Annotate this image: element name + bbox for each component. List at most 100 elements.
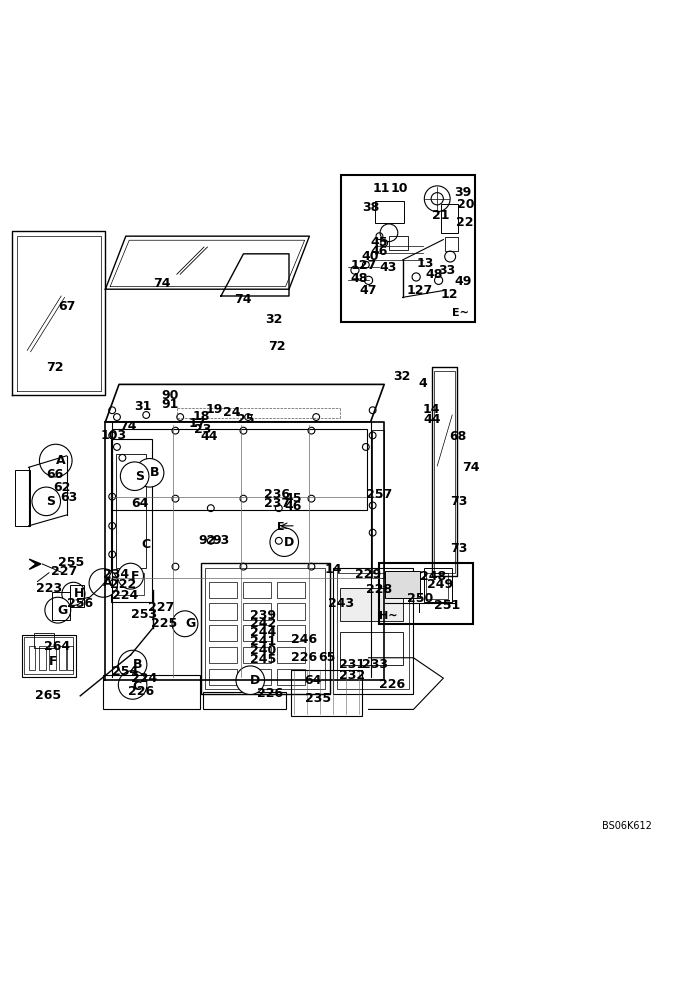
Bar xyxy=(445,237,458,251)
Bar xyxy=(103,675,200,709)
Text: 240: 240 xyxy=(250,644,277,657)
Text: 13: 13 xyxy=(416,257,434,270)
Circle shape xyxy=(270,528,299,556)
Bar xyxy=(209,669,237,685)
Text: 232: 232 xyxy=(339,669,364,682)
Circle shape xyxy=(118,563,143,589)
Text: 72: 72 xyxy=(269,340,286,354)
Text: 11: 11 xyxy=(373,182,390,195)
Text: 256: 256 xyxy=(67,597,92,610)
Circle shape xyxy=(120,462,149,490)
Bar xyxy=(49,646,56,670)
Circle shape xyxy=(118,650,147,679)
Text: B: B xyxy=(133,658,142,671)
Bar xyxy=(116,454,146,568)
Text: 93: 93 xyxy=(212,534,229,547)
Text: 225: 225 xyxy=(151,617,177,630)
Bar xyxy=(340,632,403,665)
Bar xyxy=(111,439,152,602)
Text: 224: 224 xyxy=(131,672,157,685)
Text: 227: 227 xyxy=(148,601,175,614)
Circle shape xyxy=(32,487,61,516)
Bar xyxy=(277,603,305,620)
Text: 236: 236 xyxy=(264,488,290,501)
Bar xyxy=(201,563,330,694)
Text: 250: 250 xyxy=(407,592,433,605)
Bar xyxy=(277,582,305,598)
Text: 255: 255 xyxy=(58,556,84,569)
Text: 248: 248 xyxy=(420,570,446,583)
Text: 23: 23 xyxy=(194,423,211,436)
Text: 64: 64 xyxy=(131,497,149,510)
Bar xyxy=(243,669,271,685)
Circle shape xyxy=(39,444,72,477)
Bar xyxy=(277,625,305,641)
Text: 223: 223 xyxy=(36,582,62,595)
Bar xyxy=(441,204,458,233)
Bar xyxy=(24,637,73,674)
Bar xyxy=(333,568,413,694)
Text: 67: 67 xyxy=(58,300,75,313)
Text: 40: 40 xyxy=(362,250,379,263)
Text: F: F xyxy=(49,655,57,668)
Text: D: D xyxy=(250,674,260,687)
Text: 46: 46 xyxy=(284,500,302,513)
Bar xyxy=(341,175,475,322)
Bar xyxy=(243,625,271,641)
Bar xyxy=(209,582,237,598)
Text: 12: 12 xyxy=(441,288,458,301)
Text: 226: 226 xyxy=(379,678,405,691)
Text: 254: 254 xyxy=(112,665,139,678)
Text: 227: 227 xyxy=(51,565,78,578)
Bar xyxy=(337,573,409,689)
Text: 45: 45 xyxy=(284,492,302,505)
Text: H: H xyxy=(73,587,84,600)
Bar xyxy=(209,603,237,620)
Text: G: G xyxy=(185,617,195,630)
Bar xyxy=(15,470,30,526)
Text: 25: 25 xyxy=(237,413,254,426)
Bar xyxy=(209,647,237,663)
Text: 224: 224 xyxy=(112,589,139,602)
Bar xyxy=(389,236,408,250)
Bar xyxy=(39,646,46,670)
Bar xyxy=(52,592,70,620)
Text: 235: 235 xyxy=(305,692,330,705)
Text: 68: 68 xyxy=(449,430,466,443)
Text: 4: 4 xyxy=(418,377,427,390)
Text: 10: 10 xyxy=(391,182,409,195)
Text: A: A xyxy=(56,454,65,467)
Bar xyxy=(277,669,305,685)
Text: A: A xyxy=(103,576,113,589)
Text: 245: 245 xyxy=(250,653,277,666)
Text: 226: 226 xyxy=(128,685,154,698)
Text: 239: 239 xyxy=(250,609,276,622)
Text: C: C xyxy=(133,680,141,694)
Text: 237: 237 xyxy=(264,497,290,510)
Text: 74: 74 xyxy=(119,420,137,433)
Text: 45: 45 xyxy=(371,236,388,249)
Bar xyxy=(243,582,271,598)
Text: 62: 62 xyxy=(53,481,71,494)
Bar xyxy=(22,635,76,677)
Text: C: C xyxy=(141,538,150,551)
Text: 66: 66 xyxy=(46,468,63,481)
Text: D: D xyxy=(284,536,294,549)
Circle shape xyxy=(236,666,265,694)
Bar xyxy=(70,585,84,607)
Bar xyxy=(372,430,384,578)
Text: 17: 17 xyxy=(189,417,207,430)
Text: 127: 127 xyxy=(407,284,433,297)
Text: 39: 39 xyxy=(454,186,471,199)
Bar xyxy=(243,647,271,663)
Text: 74: 74 xyxy=(153,277,171,290)
Text: 92: 92 xyxy=(199,534,216,547)
Text: 228: 228 xyxy=(366,583,392,596)
Text: 103: 103 xyxy=(101,429,126,442)
Text: 31: 31 xyxy=(135,400,152,413)
Text: BS06K612: BS06K612 xyxy=(602,821,651,831)
Bar xyxy=(67,646,73,670)
Text: 32: 32 xyxy=(265,313,283,326)
Text: 63: 63 xyxy=(60,491,77,504)
Text: 73: 73 xyxy=(450,542,468,555)
